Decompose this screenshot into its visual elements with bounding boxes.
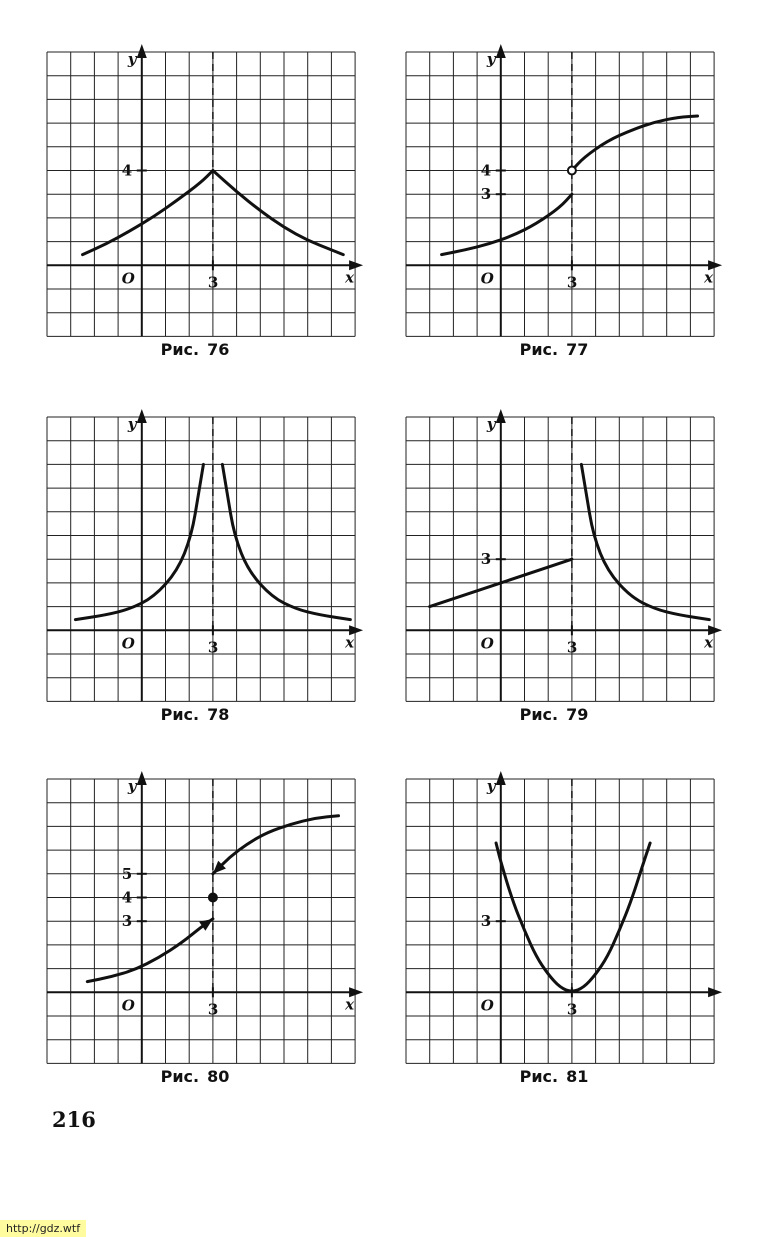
series-curve <box>81 169 215 257</box>
chart-svg: y x O 3 <box>46 409 364 702</box>
y-axis-label: y <box>127 50 138 68</box>
figure-caption: Рис. 78 <box>35 705 355 724</box>
series-curve <box>220 462 352 622</box>
x-axis-arrow <box>708 625 723 636</box>
series-curve <box>579 462 711 622</box>
x-axis-arrow <box>349 987 364 998</box>
caption-number: 76 <box>207 340 230 359</box>
figure-caption: Рис. 81 <box>394 1067 714 1086</box>
series-curve <box>440 192 574 257</box>
y-axis-arrow <box>495 409 506 423</box>
caption-word: Рис. <box>519 340 559 359</box>
x-axis-label: x <box>703 268 714 286</box>
origin-label: O <box>481 634 494 652</box>
x-axis-arrow <box>349 260 364 271</box>
chart-panel-76: y x O 3 4 Рис. 76 <box>35 40 364 359</box>
caption-number: 80 <box>207 1067 230 1086</box>
y-tick-label: 3 <box>481 185 491 203</box>
y-axis-arrow <box>136 44 147 58</box>
series-curve <box>570 114 700 172</box>
chart-svg: y x O 3 4 <box>46 44 364 337</box>
x-tick-label: 3 <box>208 638 218 656</box>
y-tick-label: 4 <box>122 889 132 907</box>
y-tick-label: 3 <box>122 912 132 930</box>
series-curve <box>211 814 341 876</box>
y-axis-label: y <box>486 50 497 68</box>
x-axis-label: x <box>344 633 355 651</box>
figure-caption: Рис. 80 <box>35 1067 355 1086</box>
series-curve <box>428 557 574 609</box>
origin-label: O <box>122 269 135 287</box>
chart-svg: y O 3 3 <box>405 771 723 1064</box>
chart-svg: y x O 3 5 4 3 <box>46 771 364 1064</box>
series-curve <box>73 462 205 622</box>
y-axis-label: y <box>486 777 497 795</box>
caption-word: Рис. <box>160 705 200 724</box>
caption-word: Рис. <box>160 340 200 359</box>
x-tick-label: 3 <box>567 273 577 291</box>
origin-label: O <box>481 996 494 1014</box>
figure-caption: Рис. 77 <box>394 340 714 359</box>
open-point <box>566 165 577 176</box>
chart-panel-77: y x O 3 4 3 Рис. 77 <box>394 40 723 359</box>
chart-svg: y x O 3 3 <box>405 409 723 702</box>
chart-panel-79: y x O 3 3 Рис. 79 <box>394 405 723 724</box>
y-tick-label: 3 <box>481 550 491 568</box>
x-tick-label: 3 <box>567 1000 577 1018</box>
x-tick-label: 3 <box>567 638 577 656</box>
page-number: 216 <box>52 1107 96 1132</box>
x-axis-label: x <box>344 268 355 286</box>
origin-label: O <box>122 634 135 652</box>
origin-label: O <box>481 269 494 287</box>
caption-number: 77 <box>566 340 589 359</box>
x-axis-arrow <box>349 625 364 636</box>
chart-panel-78: y x O 3 Рис. 78 <box>35 405 364 724</box>
chart-svg: y x O 3 4 3 <box>405 44 723 337</box>
y-tick-label: 3 <box>481 912 491 930</box>
caption-word: Рис. <box>519 705 559 724</box>
x-tick-label: 3 <box>208 273 218 291</box>
caption-number: 79 <box>566 705 589 724</box>
y-axis-arrow <box>136 409 147 423</box>
y-axis-arrow <box>495 771 506 785</box>
filled-point <box>207 892 218 903</box>
y-tick-label: 4 <box>481 162 491 180</box>
series-curve <box>85 917 215 984</box>
x-axis-label: x <box>703 633 714 651</box>
y-tick-label: 4 <box>122 162 132 180</box>
x-axis-arrow <box>708 260 723 271</box>
figure-caption: Рис. 79 <box>394 705 714 724</box>
series-curve <box>494 841 652 993</box>
watermark-link[interactable]: http://gdz.wtf <box>0 1220 87 1237</box>
origin-label: O <box>122 996 135 1014</box>
chart-panel-81: y O 3 3 Рис. 81 <box>394 767 723 1086</box>
x-axis-label: x <box>344 995 355 1013</box>
caption-number: 81 <box>566 1067 589 1086</box>
x-tick-label: 3 <box>208 1000 218 1018</box>
y-axis-label: y <box>127 777 138 795</box>
y-axis-label: y <box>127 415 138 433</box>
caption-word: Рис. <box>519 1067 559 1086</box>
caption-word: Рис. <box>160 1067 200 1086</box>
chart-panel-80: y x O 3 5 4 3 Рис. 80 <box>35 767 364 1086</box>
series-curve <box>211 169 345 257</box>
y-axis-label: y <box>486 415 497 433</box>
curve-arrowhead <box>212 860 226 874</box>
y-tick-label: 5 <box>122 865 132 883</box>
y-axis-arrow <box>136 771 147 785</box>
curve-arrowhead <box>199 918 213 931</box>
y-axis-arrow <box>495 44 506 58</box>
caption-number: 78 <box>207 705 230 724</box>
figure-caption: Рис. 76 <box>35 340 355 359</box>
x-axis-arrow <box>708 987 723 998</box>
